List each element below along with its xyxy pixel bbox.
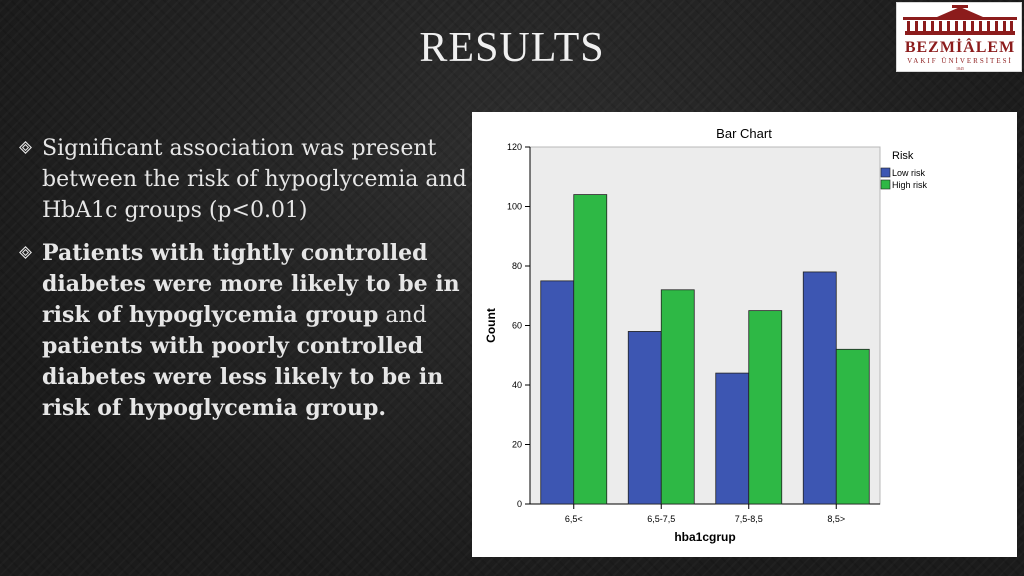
slide-title: RESULTS [419,25,605,71]
logo-subtitle: VAKIF ÜNİVERSİTESİ [907,57,1013,65]
bar-high-risk [748,310,783,505]
y-tick-label: 20 [512,440,522,450]
diamond-bullet-icon [19,141,32,154]
bar-high-risk [835,348,870,505]
university-logo: BEZMİÂLEM VAKIF ÜNİVERSİTESİ 1845 [896,2,1022,72]
logo-year: 1845 [956,66,964,71]
bullet-text: and [378,303,427,328]
y-tick-label: 120 [507,142,522,152]
x-tick-label: 6,5< [565,514,583,524]
x-tick-label: 6,5-7,5 [647,514,675,524]
bar-chart-panel: Bar Chart 0 20 40 60 80 100 120 6,5< 6,5-7,5 7,5-… [472,112,1017,557]
bar-low-risk [627,331,662,505]
diamond-bullet-icon [19,246,32,259]
x-tick-label: 8,5> [827,514,845,524]
bullet-text: Significant association was present betw… [42,136,467,223]
legend-label: Low risk [892,168,926,178]
bar-high-risk [573,194,608,505]
legend-swatch [880,167,891,178]
logo-brand: BEZMİÂLEM [904,39,1016,56]
building-icon [903,5,1017,35]
bar-chart: Bar Chart 0 20 40 60 80 100 120 6,5< 6,5-7,5 7,5-… [484,126,928,544]
y-tick-label: 40 [512,380,522,390]
x-tick-label: 7,5-8,5 [735,514,763,524]
bar-high-risk [660,289,695,505]
bullet-item: Patients with tightly controlled diabete… [18,238,470,424]
bar-low-risk [540,280,575,505]
y-tick-label: 60 [512,321,522,331]
bar-low-risk [715,372,750,505]
legend-label: High risk [892,180,928,190]
x-axis-label: hba1cgrup [674,530,735,544]
bullet-item: Significant association was present betw… [18,133,470,226]
y-tick-label: 0 [517,499,522,509]
bar-low-risk [802,271,837,505]
legend-swatch [880,179,891,190]
legend-title: Risk [892,150,914,162]
y-tick-label: 80 [512,261,522,271]
y-tick-label: 100 [507,202,522,212]
bullet-list: Significant association was present betw… [18,133,470,436]
y-axis-label: Count [484,308,498,343]
chart-title: Bar Chart [716,126,772,141]
bullet-text-bold: Patients with tightly controlled diabete… [42,240,460,328]
bullet-text-bold: patients with poorly controlled diabetes… [42,333,444,421]
legend: Low risk High risk [880,167,928,190]
